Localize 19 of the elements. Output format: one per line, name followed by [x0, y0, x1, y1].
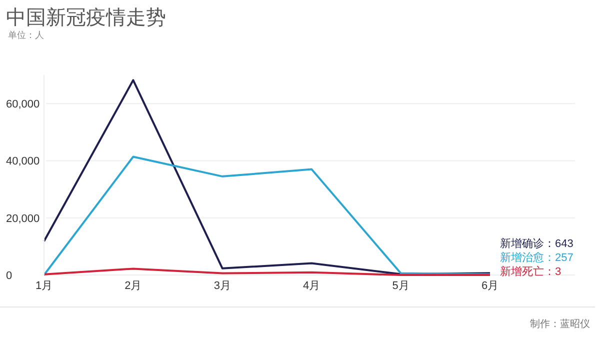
chart-subtitle: 单位：人: [8, 30, 44, 40]
y-tick-label: 20,000: [6, 212, 40, 225]
y-tick-label: 40,000: [6, 156, 40, 168]
x-tick-label: 4月: [303, 280, 320, 292]
x-tick-label: 2月: [124, 280, 142, 292]
line-series: [43, 268, 491, 276]
x-tick-label: 1月: [35, 280, 53, 292]
line-series: [43, 79, 491, 276]
y-tick-label: 60,000: [6, 98, 40, 111]
x-tick-label: 6月: [481, 280, 499, 292]
y-tick-label: 0: [6, 270, 12, 282]
line-series: [43, 156, 491, 276]
text: 新增治愈：257: [500, 252, 574, 264]
x-tick-label: 5月: [392, 280, 410, 292]
chart-title: 中国新冠疫情走势: [6, 7, 166, 29]
x-tick-label: 3月: [214, 280, 231, 292]
text: 新增确诊：643: [500, 238, 574, 250]
text: 制作：蓝昭仪: [530, 318, 590, 330]
text: 新增死亡：3: [500, 266, 562, 278]
